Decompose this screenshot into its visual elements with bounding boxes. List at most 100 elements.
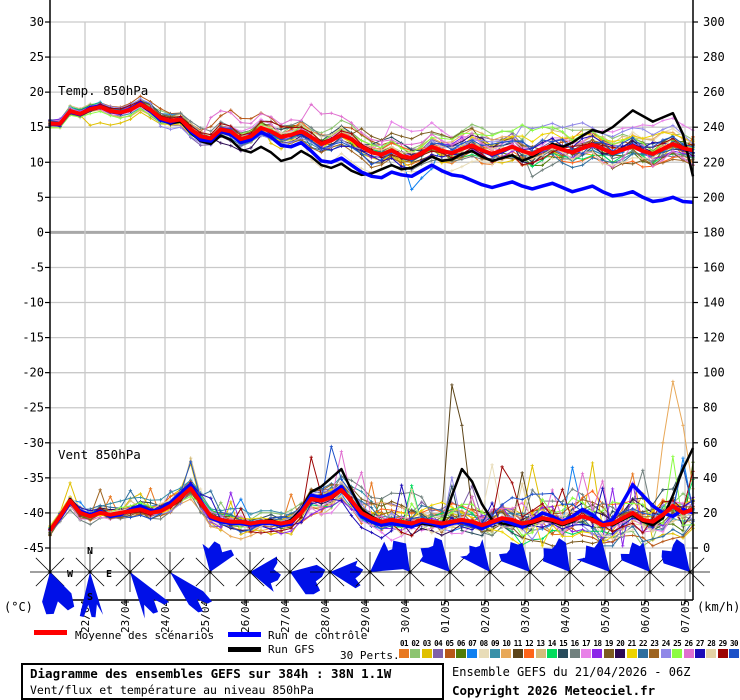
date-label: 27/04 bbox=[279, 600, 292, 633]
compass-e-label: E bbox=[106, 569, 112, 580]
rose-direction-wedge bbox=[130, 572, 169, 619]
legend-mean-label: Moyenne des scénarios bbox=[75, 629, 215, 642]
left-tick-label: 0 bbox=[37, 225, 44, 239]
left-tick-label: 15 bbox=[30, 120, 44, 134]
mean-line bbox=[50, 102, 694, 161]
left-tick-label: -25 bbox=[22, 401, 44, 415]
pert-number: 25 bbox=[673, 639, 682, 648]
left-tick-label: -10 bbox=[22, 296, 44, 310]
plot-svg: 30 25 20 15 10 5 0 -5 -10 -15 -20 -25 -30 -35 -40 -45 30… bbox=[4, 0, 740, 633]
footer-box: Diagramme des ensembles GEFS sur 384h : … bbox=[21, 663, 444, 700]
left-tick-label: -20 bbox=[22, 366, 44, 380]
wind-rose bbox=[30, 552, 75, 615]
pert-number: 03 bbox=[422, 639, 432, 648]
left-tick-label: 5 bbox=[37, 190, 44, 204]
wind-rose bbox=[110, 552, 169, 619]
left-tick-label: -15 bbox=[22, 331, 44, 345]
date-label: 28/04 bbox=[319, 600, 332, 633]
date-label: 06/05 bbox=[639, 600, 652, 633]
legend-gfs-label: Run GFS bbox=[268, 643, 315, 656]
pert-color-swatch bbox=[626, 649, 637, 658]
rose-center-dot bbox=[248, 570, 252, 574]
rose-center-dot bbox=[168, 570, 172, 574]
wind-rose bbox=[419, 537, 470, 592]
date-label: 07/05 bbox=[679, 600, 692, 633]
right-tick-label: 140 bbox=[703, 296, 725, 310]
wind-rose bbox=[230, 552, 281, 592]
pert-number: 13 bbox=[536, 639, 546, 648]
pert-number: 16 bbox=[570, 639, 580, 648]
pert-color-swatch bbox=[490, 649, 501, 658]
date-label: 01/05 bbox=[439, 600, 452, 633]
pert-number: 08 bbox=[479, 639, 489, 648]
left-tick-label: -35 bbox=[22, 471, 44, 485]
pert-number: 09 bbox=[491, 639, 500, 648]
wind-rose bbox=[70, 552, 110, 618]
rose-direction-wedge bbox=[419, 537, 450, 572]
pert-number: 23 bbox=[650, 639, 659, 648]
pert-color-swatch bbox=[444, 649, 455, 658]
pert-number: 12 bbox=[525, 639, 534, 648]
rose-direction-wedge bbox=[79, 572, 104, 618]
rose-center-dot bbox=[608, 570, 612, 574]
pert-number: 11 bbox=[513, 639, 523, 648]
pert-color-swatch bbox=[706, 649, 717, 658]
pert-color-swatch bbox=[535, 649, 546, 658]
rose-direction-wedge bbox=[42, 572, 75, 615]
rose-direction-wedge bbox=[499, 542, 530, 572]
date-label: 23/04 bbox=[119, 600, 132, 633]
wind-rose bbox=[576, 537, 630, 592]
rose-center-dot bbox=[648, 570, 652, 574]
left-tick-label: -45 bbox=[22, 541, 44, 555]
temp-panel-title: Temp. 850hPa bbox=[58, 83, 148, 98]
pert-color-swatch bbox=[683, 649, 694, 658]
rose-center-dot bbox=[328, 570, 332, 574]
rose-direction-wedge bbox=[542, 538, 570, 572]
rose-center-dot bbox=[48, 570, 52, 574]
compass-w-label: W bbox=[67, 569, 74, 580]
pert-color-swatch bbox=[501, 649, 512, 658]
right-tick-label: 180 bbox=[703, 225, 725, 239]
pert-number: 18 bbox=[593, 639, 602, 648]
pert-number: 15 bbox=[559, 639, 568, 648]
pert-color-swatch bbox=[569, 649, 580, 658]
pert-color-swatch bbox=[478, 649, 489, 658]
rose-center-dot bbox=[368, 570, 372, 574]
pert-color-swatch bbox=[399, 649, 409, 658]
pert-color-swatch bbox=[660, 649, 671, 658]
right-tick-label: 80 bbox=[703, 401, 717, 415]
right-tick-label: 160 bbox=[703, 260, 725, 274]
rose-direction-wedge bbox=[576, 537, 610, 572]
pert-number: 02 bbox=[411, 639, 420, 648]
date-label: 04/05 bbox=[559, 600, 572, 633]
right-tick-label: 20 bbox=[703, 506, 717, 520]
pert-color-swatch bbox=[615, 649, 626, 658]
date-label: 26/04 bbox=[239, 600, 252, 633]
pert-color-swatch bbox=[558, 649, 569, 658]
wind-panel-title: Vent 850hPa bbox=[58, 447, 141, 462]
legend-control-label: Run de contrôle bbox=[268, 629, 368, 642]
rose-direction-wedge bbox=[250, 556, 281, 592]
copyright: Copyright 2026 Meteociel.fr bbox=[452, 683, 656, 698]
date-label: 24/04 bbox=[159, 600, 172, 633]
pert-color-swatch bbox=[672, 649, 683, 658]
rose-direction-wedge bbox=[330, 560, 364, 589]
rose-center-dot bbox=[488, 570, 492, 574]
rose-center-dot bbox=[128, 570, 132, 574]
left-tick-label: 20 bbox=[30, 85, 44, 99]
wind-rose bbox=[499, 542, 550, 592]
rose-direction-wedge bbox=[379, 540, 410, 572]
date-label: 29/04 bbox=[359, 600, 372, 633]
pert-color-swatch bbox=[637, 649, 648, 658]
pert-number: 26 bbox=[684, 639, 693, 648]
pert-number: 19 bbox=[604, 639, 614, 648]
rose-center-dot bbox=[528, 570, 532, 574]
run-info: Ensemble GEFS du 21/04/2026 - 06Z bbox=[452, 665, 691, 679]
legend-gfs-swatch bbox=[228, 647, 261, 652]
legend-control-swatch bbox=[228, 632, 261, 637]
pert-number: 30 bbox=[730, 639, 739, 648]
left-tick-label: -40 bbox=[22, 506, 44, 520]
left-axis-unit: (°C) bbox=[4, 600, 33, 614]
wind-rose bbox=[150, 552, 212, 613]
